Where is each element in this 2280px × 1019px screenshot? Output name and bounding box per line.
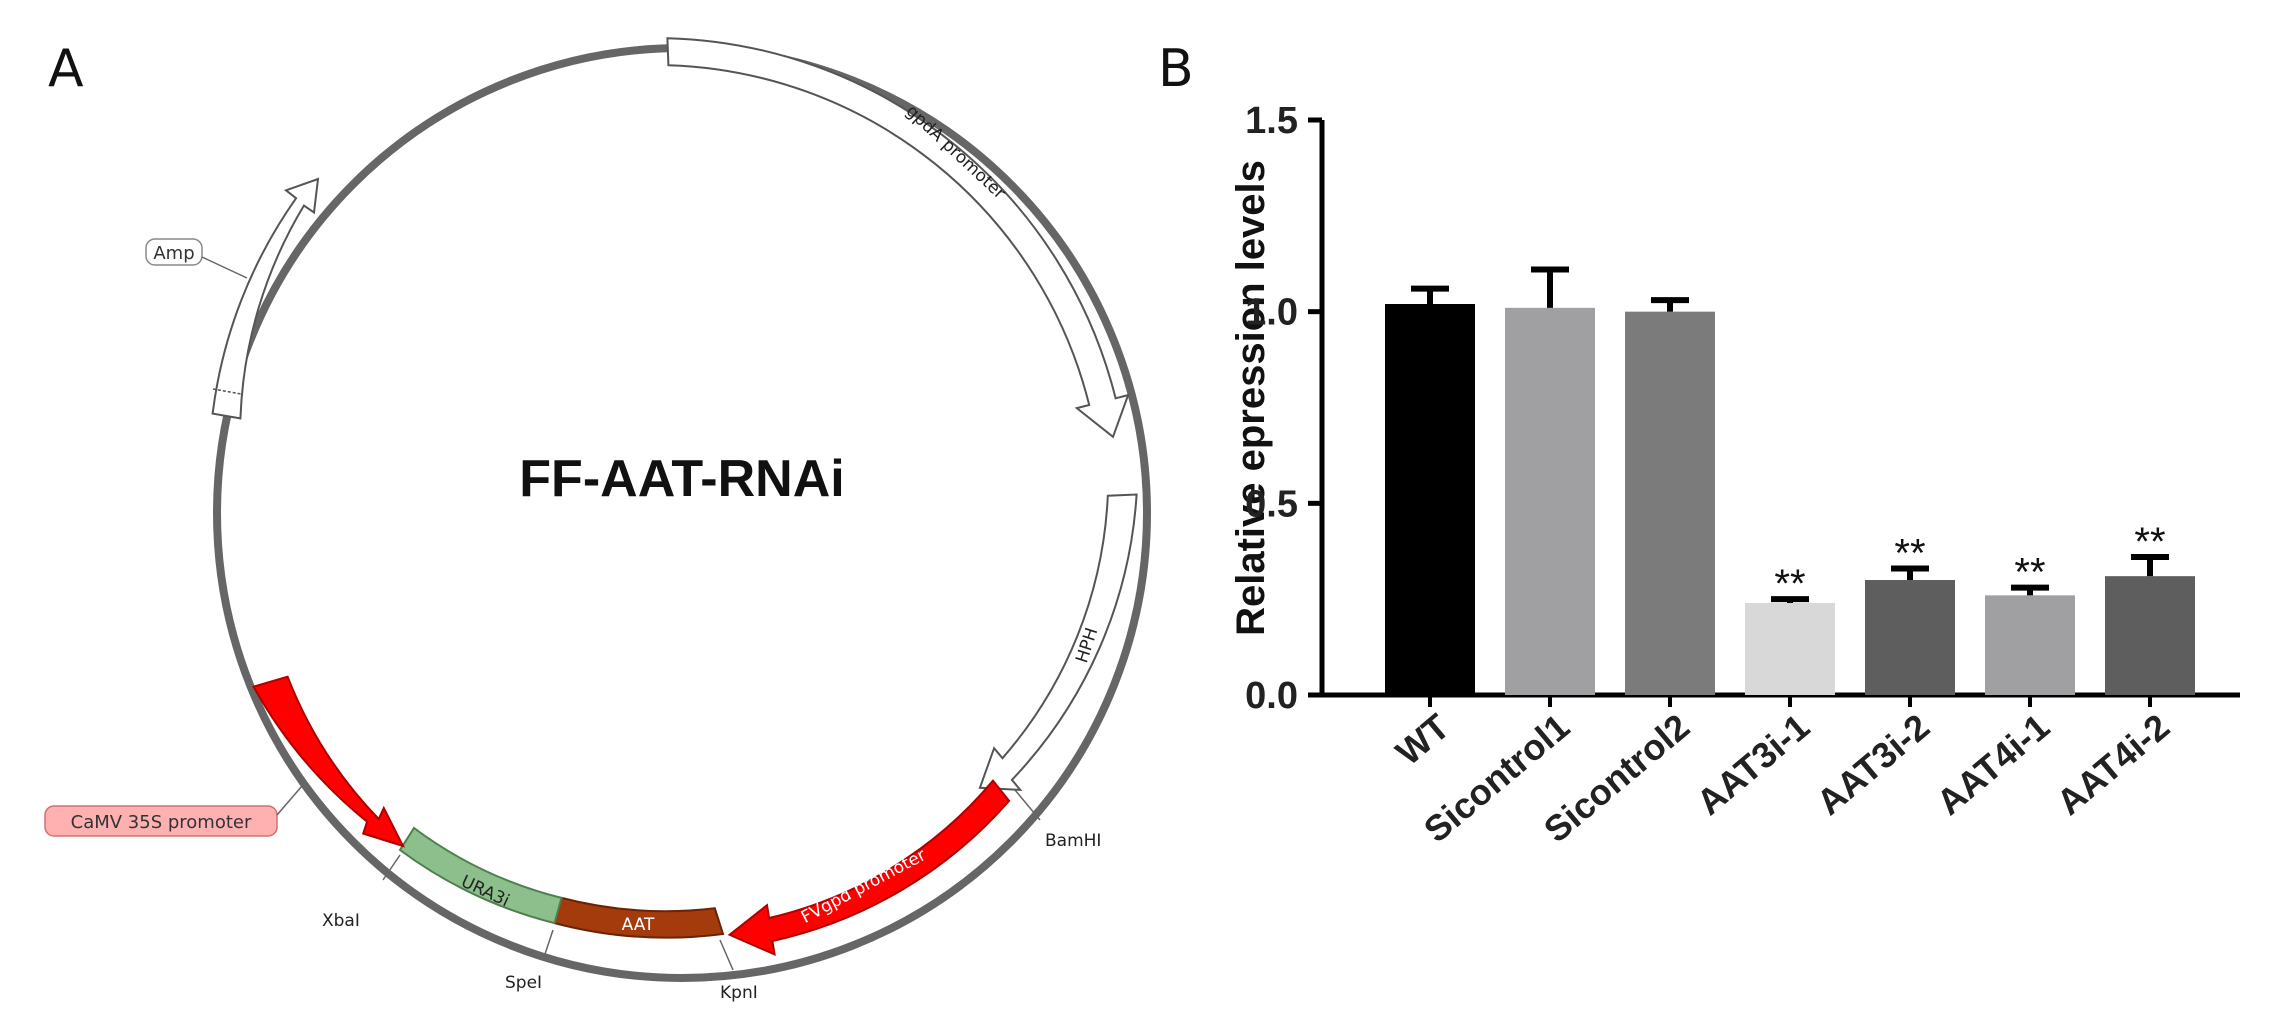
bar: [2105, 576, 2195, 695]
y-tick-label: 1.5: [1245, 100, 1298, 142]
significance-label: **: [1774, 562, 1805, 606]
bamhi-leader: [1014, 789, 1041, 821]
feature-ura3i: [398, 826, 563, 925]
x-tick-label: AAT4i-2: [2049, 706, 2178, 823]
significance-label: **: [2014, 551, 2045, 595]
site-spei: SpeI: [505, 973, 542, 993]
y-axis-label: Relative epression levels: [1229, 160, 1273, 636]
bar: [1985, 595, 2075, 695]
site-xbai: XbaI: [322, 911, 360, 931]
feature-camv-promoter: [252, 675, 405, 848]
panel-b: B Relative epression levels 0.0 0.5 1.0 1.5…: [1158, 39, 2240, 850]
feature-gpda-promoter: [666, 37, 1130, 439]
significance-label: **: [2134, 520, 2165, 564]
feature-hph: [978, 493, 1138, 792]
bar: [1505, 307, 1595, 695]
x-tick-label: AAT4i-1: [1929, 706, 2058, 823]
panel-a-letter: A: [48, 39, 84, 99]
panel-b-letter: B: [1158, 39, 1194, 99]
amp-label-box: [145, 238, 203, 266]
site-bamhi: BamHI: [1045, 831, 1101, 851]
kpni-leader: [719, 939, 734, 971]
spei-leader: [542, 929, 554, 961]
x-tick-label: AAT3i-1: [1689, 706, 1818, 823]
feature-label-aat: AAT: [622, 915, 655, 935]
feature-label-gpda: gpdA promoter: [902, 101, 1009, 203]
y-tick-label: 0.5: [1245, 483, 1298, 525]
camv-leader: [276, 785, 303, 816]
significance-label: **: [1894, 532, 1925, 576]
site-kpni: KpnI: [720, 983, 758, 1003]
x-tick-label: WT: [1388, 706, 1457, 773]
camv-label-box: [44, 805, 278, 837]
bar: [1625, 311, 1715, 695]
bar: [1865, 580, 1955, 695]
x-tick-label: AAT3i-2: [1809, 706, 1938, 823]
xbai-leader: [382, 854, 401, 881]
y-tick-label: 0.0: [1245, 675, 1298, 717]
feature-fvgpd-promoter: [727, 779, 1011, 957]
bar: [1745, 603, 1835, 695]
y-tick-label: 1.0: [1245, 292, 1298, 334]
plasmid-name: FF-AAT-RNAi: [519, 450, 844, 508]
amp-leader: [201, 256, 248, 279]
bar-chart: 0.00.51.01.5WTSicontrol1Sicontrol2**AAT3…: [1245, 100, 2240, 850]
feature-amp: [211, 177, 320, 420]
bar: [1385, 304, 1475, 695]
panel-a: A gpdA promoter HPH FVgpd promoter AAT U…: [44, 37, 1151, 1003]
camv-label: CaMV 35S promoter: [71, 812, 252, 833]
amp-label: Amp: [153, 243, 194, 264]
